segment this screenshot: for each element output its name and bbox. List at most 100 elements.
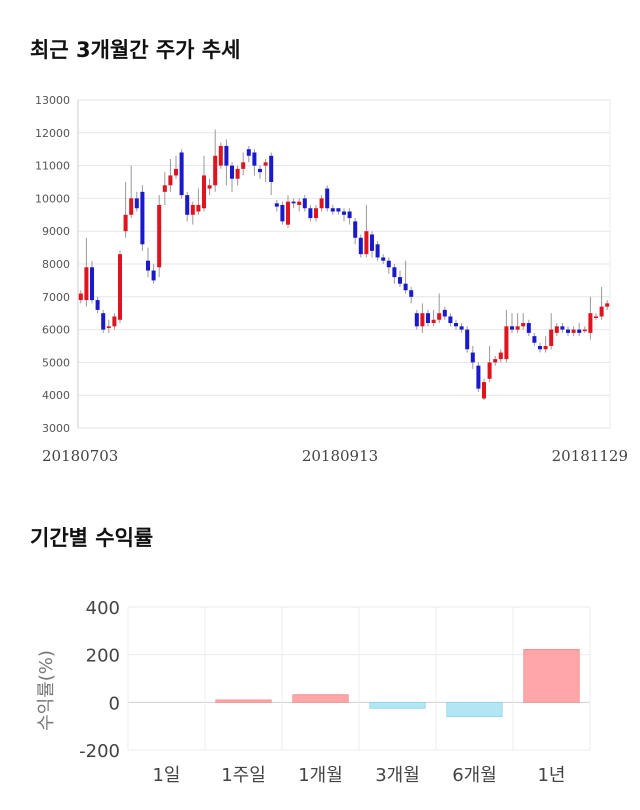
candle-body bbox=[353, 221, 358, 238]
candle-body bbox=[106, 326, 111, 328]
candle-body bbox=[375, 244, 380, 258]
price-trend-chart: 13000 12000 11000 10000 9000 8000 7000 6000 5000… bbox=[35, 94, 628, 465]
y-tick-label: 200 bbox=[86, 646, 120, 667]
candle-body bbox=[218, 145, 223, 166]
x-tick-label: 1년 bbox=[537, 765, 565, 786]
candle-body bbox=[537, 346, 543, 350]
candle-body bbox=[325, 188, 330, 209]
y-tick-label: -200 bbox=[79, 741, 120, 762]
y-tick-label: 9000 bbox=[42, 225, 70, 238]
candle-body bbox=[274, 203, 279, 207]
candle-body bbox=[582, 329, 587, 332]
x-tick-label: 20180913 bbox=[302, 447, 378, 465]
candle-body bbox=[476, 365, 481, 389]
candle-body bbox=[263, 162, 268, 166]
candle-body bbox=[459, 326, 464, 330]
candle-body bbox=[252, 152, 257, 166]
candle-body bbox=[157, 204, 162, 268]
candle-body bbox=[162, 185, 167, 192]
candle-body bbox=[481, 382, 487, 399]
candle-body bbox=[196, 204, 201, 212]
candle-body bbox=[420, 313, 425, 327]
x-tick-label: 1일 bbox=[152, 765, 180, 786]
return-bar bbox=[369, 701, 426, 709]
candle-body bbox=[179, 152, 184, 196]
candle-body bbox=[140, 191, 145, 245]
candle-body bbox=[291, 201, 296, 204]
price-chart-title: 최근 3개월간 주가 추세 bbox=[30, 38, 241, 62]
candle-body bbox=[235, 168, 240, 179]
candle-body bbox=[369, 234, 375, 251]
candle-body bbox=[392, 267, 397, 278]
candle-body bbox=[224, 145, 229, 166]
return-bar bbox=[523, 649, 580, 703]
candle-body bbox=[302, 198, 307, 209]
candle-body bbox=[341, 211, 347, 215]
candle-body bbox=[112, 316, 117, 327]
candle-body bbox=[521, 323, 526, 327]
candle-body bbox=[442, 309, 447, 317]
x-tick-label: 1주일 bbox=[221, 765, 266, 786]
candle-body bbox=[280, 204, 285, 222]
candle-body bbox=[588, 313, 593, 333]
candle-body bbox=[470, 352, 475, 363]
y-tick-label: 12000 bbox=[35, 127, 70, 140]
candle-body bbox=[84, 267, 89, 301]
candle-body bbox=[117, 254, 123, 320]
candle-body bbox=[515, 326, 520, 330]
candle-body bbox=[78, 293, 83, 301]
candle-body bbox=[381, 257, 386, 261]
return-bar bbox=[215, 699, 272, 703]
y-tick-label: 5000 bbox=[42, 356, 70, 369]
candle-body bbox=[185, 195, 190, 215]
candle-body bbox=[565, 329, 571, 333]
x-tick-label: 20181129 bbox=[552, 447, 628, 465]
candle-body bbox=[403, 283, 408, 291]
candle-body bbox=[571, 329, 576, 333]
y-tick-label: 3000 bbox=[42, 422, 70, 435]
candle-body bbox=[95, 300, 100, 310]
y-tick-label: 11000 bbox=[35, 160, 70, 173]
candle-body bbox=[89, 267, 95, 301]
y-tick-label: 4000 bbox=[42, 389, 70, 402]
x-tick-label: 6개월 bbox=[452, 765, 497, 786]
candle-body bbox=[101, 313, 106, 330]
candle-body bbox=[241, 162, 246, 169]
candle-body bbox=[201, 175, 207, 209]
candle-body bbox=[431, 319, 436, 324]
candle-body bbox=[229, 165, 235, 179]
candle-body bbox=[577, 329, 582, 333]
candle-body bbox=[543, 346, 548, 350]
candle-body bbox=[151, 270, 156, 281]
candle-body bbox=[297, 201, 302, 205]
candle-body bbox=[285, 201, 291, 225]
candle-body bbox=[336, 208, 341, 212]
candle-body bbox=[526, 323, 531, 333]
candle-body bbox=[509, 326, 515, 330]
x-tick-label: 1개월 bbox=[298, 765, 343, 786]
candle-body bbox=[605, 303, 610, 307]
candle-body bbox=[246, 149, 251, 156]
candle-body bbox=[554, 326, 559, 333]
candle-body bbox=[448, 316, 453, 324]
candle-body bbox=[319, 198, 324, 209]
candle-body bbox=[190, 204, 195, 215]
candle-body bbox=[134, 198, 139, 209]
candle-body bbox=[145, 260, 151, 271]
candle-body bbox=[493, 359, 498, 363]
candle-body bbox=[593, 316, 599, 318]
candle-body bbox=[347, 211, 352, 219]
candle-body bbox=[560, 326, 565, 330]
candle-body bbox=[364, 231, 369, 255]
candle-body bbox=[549, 329, 554, 346]
candle-body bbox=[123, 214, 128, 232]
candle-body bbox=[465, 329, 470, 350]
candle-body bbox=[414, 313, 419, 327]
candle-body bbox=[504, 326, 509, 360]
candle-body bbox=[308, 208, 313, 219]
candle-body bbox=[257, 168, 263, 173]
candle-body bbox=[498, 352, 503, 360]
candle-body bbox=[129, 198, 134, 215]
y-tick-label: 13000 bbox=[35, 94, 70, 107]
